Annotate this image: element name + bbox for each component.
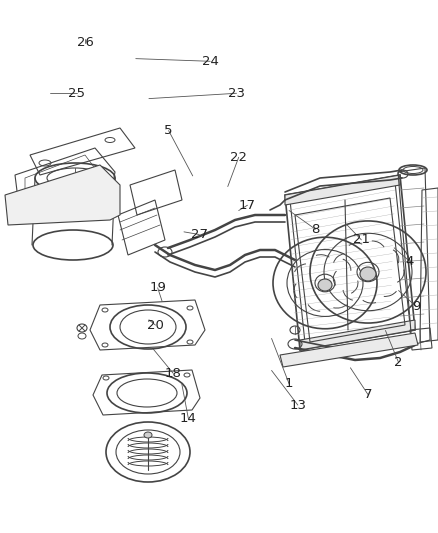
Polygon shape: [285, 175, 400, 205]
Text: 2: 2: [394, 356, 403, 369]
Polygon shape: [300, 320, 415, 350]
Text: 5: 5: [164, 124, 173, 137]
Text: 13: 13: [290, 399, 306, 411]
Text: 4: 4: [405, 255, 414, 268]
Text: 14: 14: [180, 412, 197, 425]
Ellipse shape: [318, 279, 332, 291]
Ellipse shape: [144, 432, 152, 438]
Text: 9: 9: [412, 300, 420, 313]
Text: 26: 26: [77, 36, 94, 49]
Ellipse shape: [360, 267, 376, 281]
Text: 20: 20: [147, 319, 164, 332]
Text: 19: 19: [149, 281, 166, 294]
Text: 8: 8: [311, 223, 320, 236]
Text: 7: 7: [364, 388, 372, 401]
Text: 18: 18: [165, 367, 181, 379]
Text: 22: 22: [230, 151, 247, 164]
Polygon shape: [280, 333, 418, 367]
Text: 23: 23: [228, 87, 245, 100]
Text: 25: 25: [68, 87, 85, 100]
Text: 24: 24: [202, 55, 219, 68]
Text: 21: 21: [353, 233, 370, 246]
Text: 27: 27: [191, 228, 208, 241]
Polygon shape: [5, 165, 120, 225]
Text: 1: 1: [285, 377, 293, 390]
Text: 17: 17: [239, 199, 256, 212]
